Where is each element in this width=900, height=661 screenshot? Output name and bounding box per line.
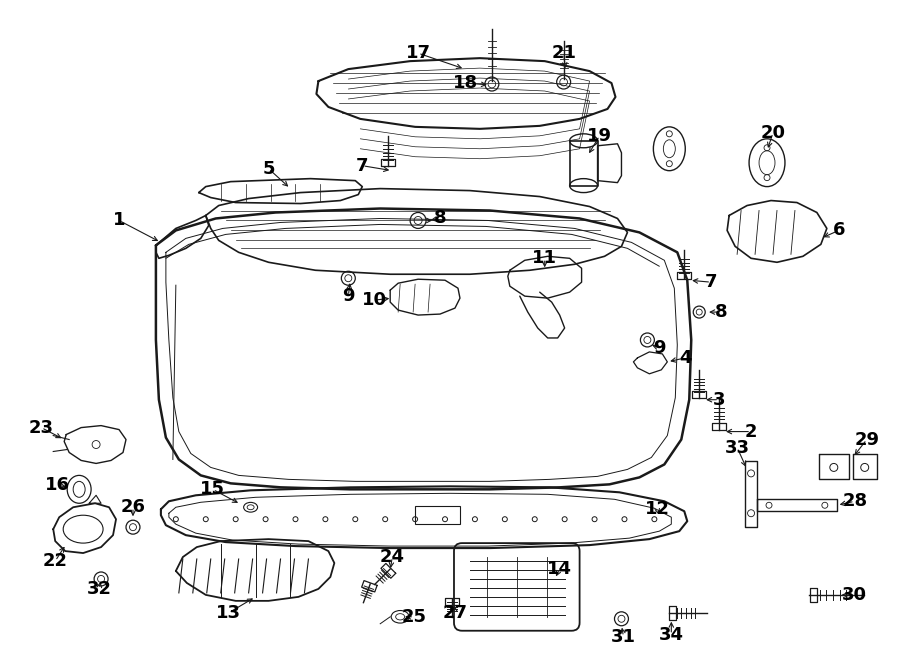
Text: 34: 34 bbox=[659, 626, 684, 644]
Text: 27: 27 bbox=[443, 603, 467, 622]
Text: 33: 33 bbox=[724, 438, 750, 457]
Text: 30: 30 bbox=[842, 586, 868, 604]
Text: 7: 7 bbox=[356, 157, 368, 175]
Text: 31: 31 bbox=[611, 628, 636, 646]
Text: 21: 21 bbox=[551, 44, 576, 62]
Text: 5: 5 bbox=[262, 160, 274, 178]
Text: 22: 22 bbox=[42, 552, 68, 570]
Text: 32: 32 bbox=[86, 580, 112, 598]
Text: 29: 29 bbox=[854, 430, 879, 449]
Text: 19: 19 bbox=[587, 127, 612, 145]
Text: 28: 28 bbox=[842, 492, 868, 510]
Text: 3: 3 bbox=[713, 391, 725, 408]
Text: 1: 1 bbox=[112, 212, 125, 229]
Text: 24: 24 bbox=[380, 548, 405, 566]
Text: 7: 7 bbox=[705, 273, 717, 292]
Text: 20: 20 bbox=[760, 124, 786, 142]
Text: 13: 13 bbox=[216, 603, 241, 622]
Text: 6: 6 bbox=[832, 221, 845, 239]
Text: 18: 18 bbox=[454, 74, 479, 92]
Text: 17: 17 bbox=[406, 44, 430, 62]
Text: 26: 26 bbox=[121, 498, 146, 516]
Text: 16: 16 bbox=[45, 477, 69, 494]
Text: 25: 25 bbox=[401, 608, 427, 626]
Text: 10: 10 bbox=[362, 291, 387, 309]
Text: 11: 11 bbox=[532, 249, 557, 267]
Text: 23: 23 bbox=[29, 418, 54, 436]
Text: 9: 9 bbox=[342, 287, 355, 305]
Text: 4: 4 bbox=[679, 349, 691, 367]
Text: 14: 14 bbox=[547, 560, 572, 578]
Text: 15: 15 bbox=[200, 481, 225, 498]
Text: 9: 9 bbox=[653, 339, 666, 357]
Text: 8: 8 bbox=[434, 210, 446, 227]
Text: 8: 8 bbox=[715, 303, 727, 321]
Text: 2: 2 bbox=[745, 422, 757, 441]
Bar bbox=[415, 506, 460, 524]
Text: 12: 12 bbox=[645, 500, 670, 518]
